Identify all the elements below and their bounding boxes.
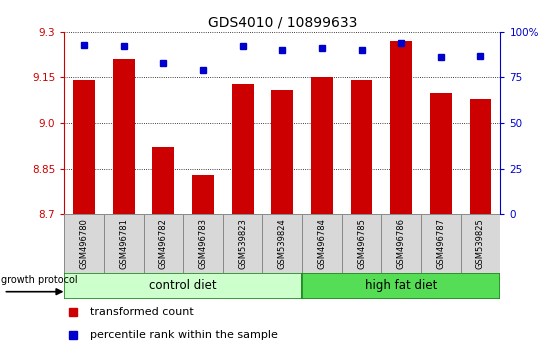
Text: control diet: control diet <box>149 279 217 292</box>
Text: growth protocol: growth protocol <box>1 275 78 285</box>
Bar <box>73 80 95 214</box>
Bar <box>470 99 491 214</box>
Text: GSM539825: GSM539825 <box>476 218 485 269</box>
Text: GSM496783: GSM496783 <box>198 218 207 269</box>
Bar <box>153 147 174 214</box>
Text: GSM496781: GSM496781 <box>119 218 128 269</box>
Bar <box>272 90 293 214</box>
Text: GSM496787: GSM496787 <box>437 218 446 269</box>
Bar <box>311 78 333 214</box>
Bar <box>232 84 254 214</box>
Bar <box>64 214 104 273</box>
Text: high fat diet: high fat diet <box>365 279 437 292</box>
Title: GDS4010 / 10899633: GDS4010 / 10899633 <box>207 15 357 29</box>
Bar <box>390 41 412 214</box>
Bar <box>263 214 302 273</box>
Bar <box>192 175 214 214</box>
Bar <box>223 214 263 273</box>
Bar <box>381 214 421 273</box>
Text: percentile rank within the sample: percentile rank within the sample <box>91 330 278 341</box>
Text: GSM496780: GSM496780 <box>79 218 89 269</box>
Bar <box>342 214 381 273</box>
Bar <box>104 214 144 273</box>
Bar <box>183 214 223 273</box>
Bar <box>302 273 500 299</box>
Bar <box>302 214 342 273</box>
Text: transformed count: transformed count <box>91 307 194 318</box>
Bar <box>461 214 500 273</box>
Text: GSM496782: GSM496782 <box>159 218 168 269</box>
Text: GSM496786: GSM496786 <box>397 218 406 269</box>
Bar <box>421 214 461 273</box>
Bar <box>64 273 302 299</box>
Bar <box>430 93 452 214</box>
Text: GSM496785: GSM496785 <box>357 218 366 269</box>
Bar <box>350 80 372 214</box>
Text: GSM539824: GSM539824 <box>278 218 287 269</box>
Text: GSM496784: GSM496784 <box>318 218 326 269</box>
Bar <box>144 214 183 273</box>
Text: GSM539823: GSM539823 <box>238 218 247 269</box>
Bar <box>113 59 135 214</box>
